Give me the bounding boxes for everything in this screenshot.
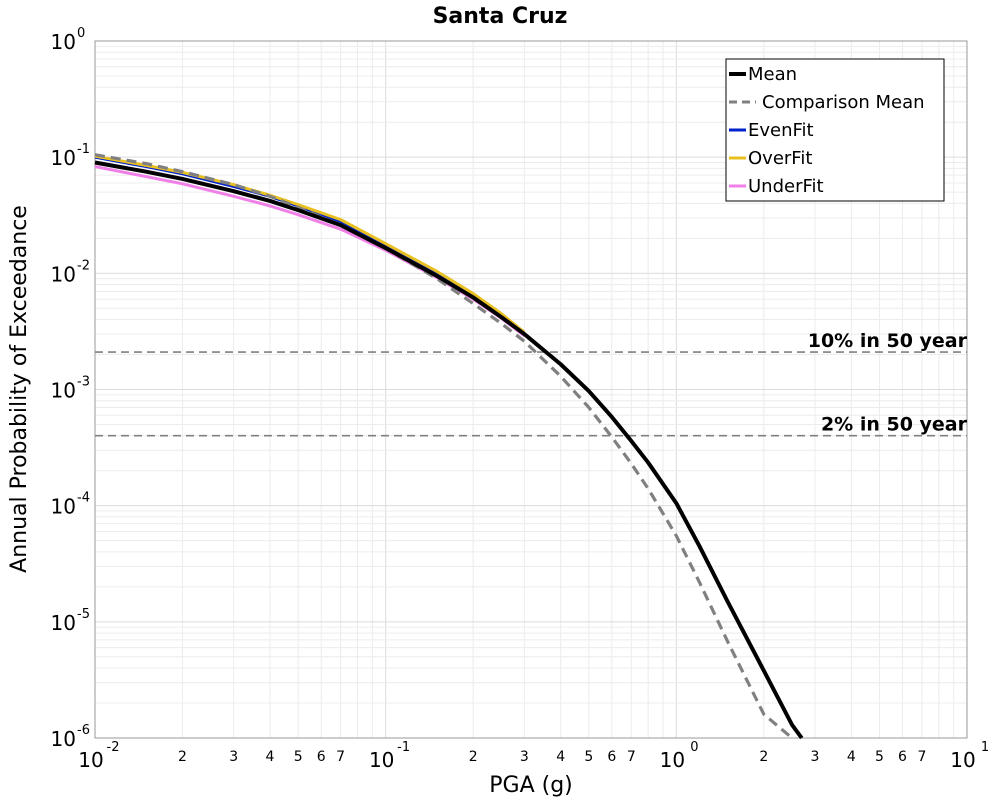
series-lines xyxy=(94,153,804,740)
x-minor-tick-label: 4 xyxy=(266,749,275,765)
x-minor-tick-label: 6 xyxy=(317,749,326,765)
x-minor-tick-label: 2 xyxy=(178,749,187,765)
x-minor-tick-label: 7 xyxy=(627,749,636,765)
reference-line-label: 2% in 50 year xyxy=(821,414,968,436)
legend-label: Comparison Mean xyxy=(762,92,925,113)
x-minor-tick-label: 5 xyxy=(584,749,593,765)
y-tick-exponent: -4 xyxy=(77,491,90,506)
x-minor-tick-label: 4 xyxy=(556,749,565,765)
y-tick-exponent: -3 xyxy=(77,375,90,390)
grid xyxy=(94,41,967,739)
plot-frame xyxy=(94,40,968,739)
y-tick-label: 10 xyxy=(51,262,76,286)
series-line-comparison-mean xyxy=(94,153,794,740)
y-tick-exponent: -1 xyxy=(77,142,90,157)
series-line-evenfit xyxy=(94,155,526,334)
y-tick-label: 10 xyxy=(51,611,76,635)
x-tick-label: 10 xyxy=(78,748,103,772)
legend-label: OverFit xyxy=(748,148,812,169)
y-tick-label: 10 xyxy=(51,146,76,170)
x-tick-label: 10 xyxy=(369,748,394,772)
x-axis-label: PGA (g) xyxy=(489,773,573,798)
y-tick-label: 10 xyxy=(51,379,76,403)
x-minor-tick-label: 6 xyxy=(898,749,907,765)
x-tick-exponent: -2 xyxy=(107,740,120,755)
x-minor-tick-label: 2 xyxy=(759,749,768,765)
x-tick-label: 10 xyxy=(660,748,685,772)
legend-label: EvenFit xyxy=(748,120,814,141)
x-minor-tick-label: 2 xyxy=(469,749,478,765)
x-minor-tick-label: 4 xyxy=(847,749,856,765)
y-tick-label: 10 xyxy=(51,727,76,751)
y-tick-label: 10 xyxy=(51,495,76,519)
y-tick-exponent: -6 xyxy=(77,723,90,738)
chart-title: Santa Cruz xyxy=(433,4,568,29)
reference-lines: 10% in 50 year 2% in 50 year xyxy=(95,330,968,437)
reference-line-label: 10% in 50 year xyxy=(808,330,968,352)
x-minor-tick-label: 5 xyxy=(294,749,303,765)
y-axis-label: Annual Probability of Exceedance xyxy=(7,205,32,573)
x-minor-tick-label: 6 xyxy=(607,749,616,765)
x-tick-exponent: -1 xyxy=(397,740,410,755)
x-minor-tick-label: 3 xyxy=(811,749,820,765)
x-minor-tick-label: 3 xyxy=(520,749,529,765)
x-minor-tick-label: 7 xyxy=(336,749,345,765)
legend-box xyxy=(725,58,945,202)
series-line-mean xyxy=(94,160,804,740)
legend-label: Mean xyxy=(748,64,797,85)
x-minor-tick-label: 7 xyxy=(918,749,927,765)
x-tick-exponent: 0 xyxy=(690,740,698,755)
y-tick-exponent: -2 xyxy=(77,258,90,273)
legend-label: UnderFit xyxy=(748,176,824,197)
y-tick-exponent: 0 xyxy=(77,26,85,41)
x-tick-exponent: 1 xyxy=(981,740,989,755)
x-tick-label: 10 xyxy=(950,748,975,772)
y-tick-label: 10 xyxy=(51,30,76,54)
x-minor-tick-label: 3 xyxy=(229,749,238,765)
x-minor-tick-label: 5 xyxy=(875,749,884,765)
y-tick-exponent: -5 xyxy=(77,607,90,622)
legend: Mean Comparison Mean EvenFit OverFit UnderFi… xyxy=(725,58,945,202)
